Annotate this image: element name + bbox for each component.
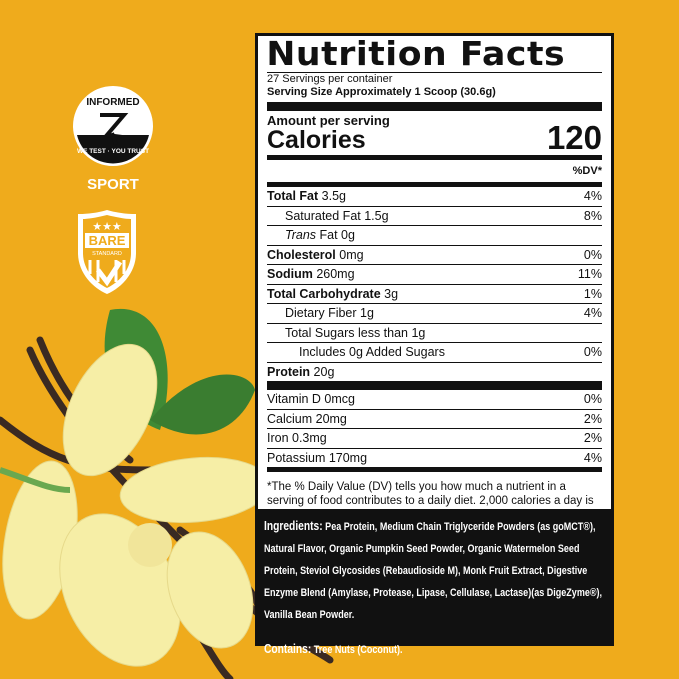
- nutrient-row-protein: Protein 20g: [267, 361, 602, 382]
- bare-standard-shield-icon: ★★★ BARE STANDARD: [78, 210, 136, 294]
- nutrient-row-saturated-fat: Saturated Fat 1.5g 8%: [267, 205, 602, 226]
- dv-header: %DV*: [572, 165, 602, 177]
- calories-label: Calories: [267, 126, 366, 154]
- sport-label: SPORT: [87, 176, 139, 193]
- informed-sport-badge: INFORMED WE TEST · YOU TRUST SPORT: [72, 85, 154, 193]
- ingredients-text: Ingredients: Pea Protein, Medium Chain T…: [264, 519, 603, 621]
- nutrient-row-sodium: Sodium 260mg 11%: [267, 264, 602, 284]
- svg-text:WE TEST · YOU TRUST: WE TEST · YOU TRUST: [77, 148, 149, 155]
- svg-text:INFORMED: INFORMED: [86, 97, 139, 108]
- svg-text:★★★: ★★★: [92, 221, 122, 233]
- nutrient-row-trans-fat: Trans Fat 0g: [267, 225, 602, 245]
- nutrient-row-total-carbohydrate: Total Carbohydrate 3g 1%: [267, 283, 602, 304]
- nutrient-row-total-fat: Total Fat 3.5g 4%: [267, 189, 602, 203]
- vitamin-row-vitamin-d: Vitamin D 0mcg 0%: [267, 392, 602, 406]
- calories-row: Calories 120: [258, 121, 611, 154]
- serving-size: Serving Size Approximately 1 Scoop (30.6…: [267, 86, 496, 98]
- nutrition-facts-label: Nutrition Facts 27 Servings per containe…: [255, 33, 614, 656]
- vitamin-row-potassium: Potassium 170mg 4%: [267, 447, 602, 468]
- amount-per-serving: Amount per serving: [267, 113, 390, 128]
- calories-value: 120: [546, 119, 602, 156]
- ingredients-panel: Ingredients: Pea Protein, Medium Chain T…: [258, 509, 611, 656]
- nutrient-row-dietary-fiber: Dietary Fiber 1g 4%: [267, 303, 602, 323]
- allergen-text: Contains: Tree Nuts (Coconut).: [264, 642, 403, 656]
- nutrient-row-added-sugars: Includes 0g Added Sugars 0%: [267, 342, 602, 362]
- svg-text:BARE: BARE: [89, 233, 126, 248]
- vitamin-row-iron: Iron 0.3mg 2%: [267, 428, 602, 448]
- flower-center: [128, 523, 172, 567]
- vitamin-row-calcium: Calcium 20mg 2%: [267, 408, 602, 429]
- informed-sport-logo: INFORMED WE TEST · YOU TRUST: [73, 86, 153, 166]
- nutrient-row-cholesterol: Cholesterol 0mg 0%: [267, 244, 602, 265]
- label-title: Nutrition Facts: [266, 34, 566, 73]
- leaf: [150, 374, 255, 435]
- bare-standard-badge: ★★★ BARE STANDARD: [76, 208, 138, 296]
- nutrient-row-total-sugars: Total Sugars less than 1g: [267, 322, 602, 343]
- servings-per-container: 27 Servings per container: [267, 73, 393, 85]
- svg-text:STANDARD: STANDARD: [92, 251, 122, 257]
